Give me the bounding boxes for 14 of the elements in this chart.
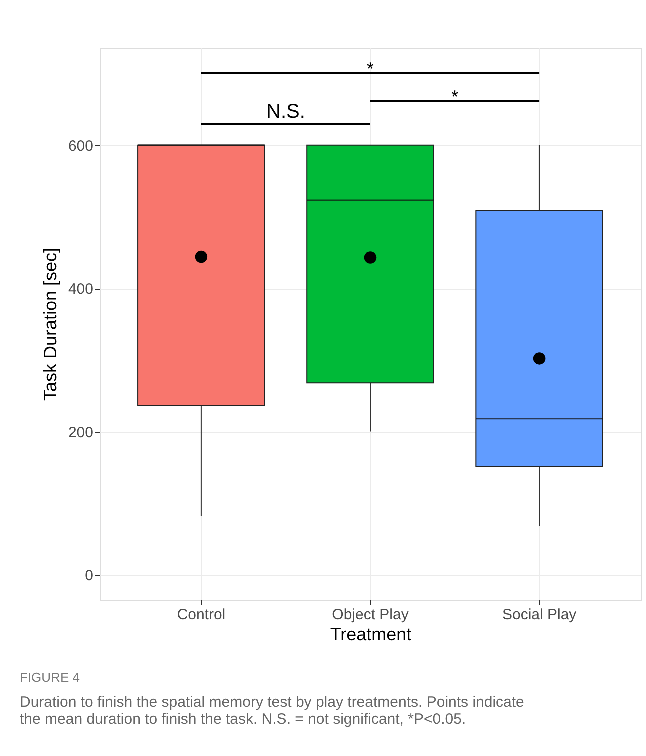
x-axis-title: Treatment bbox=[330, 624, 412, 644]
y-axis-title: Task Duration [sec] bbox=[40, 248, 60, 402]
x-tick-label: Object Play bbox=[332, 606, 410, 624]
caption: FIGURE 4 bbox=[20, 670, 80, 685]
x-tick-label: Control bbox=[177, 606, 226, 624]
y-tick-label: 200 bbox=[68, 424, 94, 442]
annotation: * bbox=[366, 59, 374, 79]
text: Duration to finish the spatial memory test by play treatments. Points indicate the mean duration to finish the task. N.S. = not significant, *P<0.05. bbox=[20, 694, 524, 728]
annotation: N.S. bbox=[266, 101, 306, 123]
annotation: * bbox=[452, 87, 459, 107]
y-tick-label: 400 bbox=[68, 281, 94, 298]
x-tick-label: Social Play bbox=[502, 606, 578, 624]
y-tick-label: 600 bbox=[68, 138, 94, 155]
y-tick-label: 0 bbox=[85, 567, 94, 584]
